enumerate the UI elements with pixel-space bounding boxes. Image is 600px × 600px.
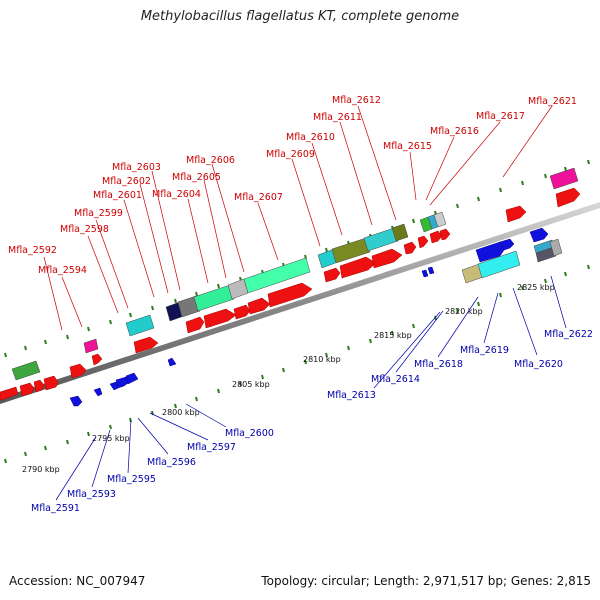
scale-label: 2790 kbp	[22, 465, 60, 474]
gene-arrow[interactable]	[167, 357, 177, 367]
gene-block[interactable]	[331, 237, 371, 264]
gene-block[interactable]	[391, 223, 409, 242]
scale-label: 2800 kbp	[162, 408, 200, 417]
gene-arrow[interactable]	[421, 269, 429, 278]
genome-summary-text: Topology: circular; Length: 2,971,517 bp…	[261, 574, 591, 588]
gene-arrow[interactable]	[427, 266, 435, 275]
gene-label[interactable]: Mfla_2594	[38, 265, 87, 276]
gene-arrow[interactable]	[19, 382, 35, 397]
gene-label[interactable]: Mfla_2595	[107, 474, 156, 485]
gene-arrow[interactable]	[185, 316, 205, 334]
scale-labels: 2790 kbp 2795 kbp 2800 kbp 2805 kbp 2810…	[22, 283, 555, 474]
forward-genes	[0, 187, 581, 401]
gene-arrow[interactable]	[499, 238, 515, 251]
gene-label[interactable]: Mfla_2616	[430, 126, 479, 137]
gene-label[interactable]: Mfla_2604	[152, 189, 201, 200]
gene-arrow[interactable]	[203, 308, 237, 329]
gene-label[interactable]: Mfla_2598	[60, 224, 109, 235]
gene-arrow[interactable]	[233, 304, 251, 320]
genome-title: Methylobacillus flagellatus KT, complete…	[140, 9, 460, 24]
reverse-genes	[69, 227, 553, 407]
scale-label: 2810 kbp	[303, 355, 341, 364]
gene-arrow[interactable]	[323, 267, 341, 283]
gene-arrow[interactable]	[403, 241, 417, 255]
scale-label: 2795 kbp	[92, 434, 130, 443]
gene-label[interactable]: Mfla_2601	[93, 190, 142, 201]
gene-label[interactable]: Mfla_2613	[327, 390, 376, 401]
gene-arrow[interactable]	[0, 386, 19, 401]
gene-arrow[interactable]	[339, 256, 377, 279]
gene-label[interactable]: Mfla_2620	[514, 359, 563, 370]
gene-arrow[interactable]	[91, 353, 103, 366]
gene-label[interactable]: Mfla_2602	[102, 176, 151, 187]
gene-arrow[interactable]	[133, 336, 159, 354]
gene-label[interactable]: Mfla_2609	[266, 149, 315, 160]
scale-label: 2820 kbp	[445, 307, 483, 316]
gene-label[interactable]: Mfla_2599	[74, 208, 123, 219]
scale-label: 2815 kbp	[374, 331, 412, 340]
gene-label[interactable]: Mfla_2619	[460, 345, 509, 356]
gene-block[interactable]	[193, 284, 235, 312]
gene-label[interactable]: Mfla_2621	[528, 96, 577, 107]
gene-label[interactable]: Mfla_2597	[187, 442, 236, 453]
gene-arrow[interactable]	[555, 187, 581, 208]
gene-label[interactable]: Mfla_2622	[544, 329, 593, 340]
gene-label[interactable]: Mfla_2611	[313, 112, 362, 123]
gene-label[interactable]: Mfla_2606	[186, 155, 235, 166]
gene-block[interactable]	[433, 211, 447, 228]
gene-arrow[interactable]	[371, 248, 403, 269]
gene-block[interactable]	[535, 246, 557, 263]
gene-arrow[interactable]	[439, 228, 451, 241]
gene-label[interactable]: Mfla_2591	[31, 503, 80, 514]
gene-label[interactable]: Mfla_2600	[225, 428, 274, 439]
gene-arrow[interactable]	[529, 227, 549, 243]
gene-arrow[interactable]	[505, 205, 527, 223]
gene-arrow[interactable]	[43, 375, 59, 391]
scale-label: 2825 kbp	[517, 283, 555, 292]
gene-label[interactable]: Mfla_2612	[332, 95, 381, 106]
gene-arrow[interactable]	[93, 387, 103, 397]
gene-block[interactable]	[177, 295, 201, 318]
gene-label[interactable]: Mfla_2603	[112, 162, 161, 173]
gene-blocks	[11, 167, 579, 381]
genome-backbone	[0, 202, 600, 404]
gene-label[interactable]: Mfla_2615	[383, 141, 432, 152]
gene-arrow[interactable]	[267, 282, 313, 308]
gene-arrow[interactable]	[417, 235, 429, 249]
gene-label[interactable]: Mfla_2592	[8, 245, 57, 256]
gene-arrow[interactable]	[69, 395, 83, 407]
gene-arrow[interactable]	[247, 297, 271, 315]
gene-block[interactable]	[83, 338, 99, 354]
gene-label[interactable]: Mfla_2614	[371, 374, 420, 385]
gene-block[interactable]	[549, 167, 579, 190]
gene-label[interactable]: Mfla_2596	[147, 457, 196, 468]
top-gene-labels: Mfla_2592 Mfla_2594 Mfla_2598 Mfla_2599 …	[8, 95, 577, 276]
gene-arrow[interactable]	[429, 230, 443, 244]
gene-label[interactable]: Mfla_2618	[414, 359, 463, 370]
gene-arrow[interactable]	[115, 376, 129, 389]
gene-block[interactable]	[363, 227, 399, 252]
gene-label[interactable]: Mfla_2617	[476, 111, 525, 122]
bottom-gene-labels: Mfla_2591 Mfla_2593 Mfla_2595 Mfla_2596 …	[31, 329, 593, 514]
gene-label[interactable]: Mfla_2593	[67, 489, 116, 500]
tick-row-inner	[4, 264, 590, 464]
gene-arrow[interactable]	[33, 379, 45, 393]
gene-label[interactable]: Mfla_2610	[286, 132, 335, 143]
gene-block[interactable]	[11, 360, 41, 381]
gene-block[interactable]	[243, 257, 311, 294]
gene-label[interactable]: Mfla_2607	[234, 192, 283, 203]
top-leader-lines	[43, 105, 553, 331]
gene-block[interactable]	[125, 314, 155, 337]
gene-block[interactable]	[549, 238, 563, 257]
bottom-leader-lines	[55, 275, 567, 501]
gene-block[interactable]	[477, 250, 521, 279]
scale-label: 2805 kbp	[232, 380, 270, 389]
gene-arrow[interactable]	[69, 363, 87, 379]
gene-arrow[interactable]	[125, 372, 139, 385]
gene-arrow[interactable]	[475, 241, 505, 263]
gene-label[interactable]: Mfla_2605	[172, 172, 221, 183]
accession-text: Accession: NC_007947	[9, 574, 146, 588]
